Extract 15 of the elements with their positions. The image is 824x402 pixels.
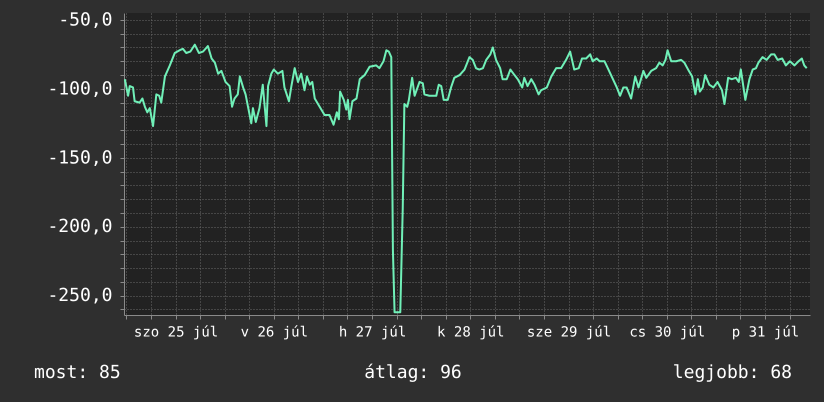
x-tick-label: sze 29 júl (526, 324, 612, 340)
x-tick-label: p 31 júl (732, 324, 800, 340)
text: átlag: 96 (364, 362, 462, 383)
x-tick-label: h 27 júl (338, 324, 406, 340)
y-tick-label: -150,0 (47, 147, 112, 168)
x-tick-label: szo 25 júl (134, 324, 218, 340)
y-tick-label: -50,0 (58, 9, 112, 30)
text: most: 85 (34, 362, 121, 383)
y-tick-label: -100,0 (47, 78, 112, 100)
x-tick-label: cs 30 júl (629, 324, 706, 340)
x-tick-label: v 26 júl (240, 324, 308, 340)
y-tick-label: -250,0 (47, 285, 112, 306)
text: legjobb: 68 (672, 362, 792, 383)
y-tick-label: -200,0 (47, 216, 112, 238)
x-tick-label: k 28 júl (437, 324, 504, 340)
